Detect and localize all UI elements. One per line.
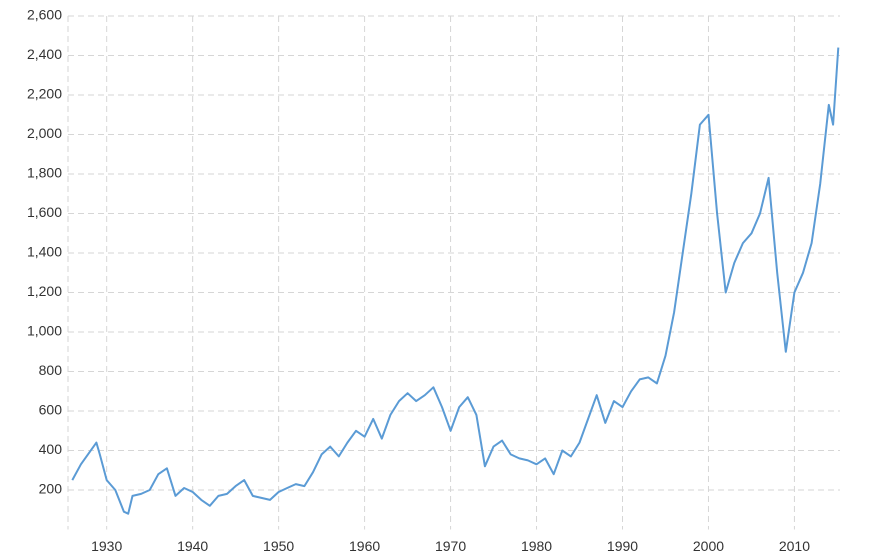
x-tick-label: 1950 xyxy=(263,538,294,554)
y-tick-label: 1,800 xyxy=(27,165,62,181)
x-tick-label: 1960 xyxy=(349,538,380,554)
y-tick-label: 2,400 xyxy=(27,46,62,62)
y-tick-label: 800 xyxy=(39,362,63,378)
y-tick-label: 2,000 xyxy=(27,125,62,141)
y-tick-label: 1,600 xyxy=(27,204,62,220)
y-tick-label: 2,600 xyxy=(27,7,62,23)
x-tick-label: 1990 xyxy=(607,538,638,554)
y-tick-label: 1,200 xyxy=(27,283,62,299)
series-line xyxy=(71,47,840,515)
y-tick-label: 600 xyxy=(39,402,63,418)
y-tick-label: 1,400 xyxy=(27,244,62,260)
x-tick-label: 1980 xyxy=(521,538,552,554)
y-tick-label: 1,000 xyxy=(27,323,62,339)
x-tick-label: 1940 xyxy=(177,538,208,554)
x-tick-label: 1930 xyxy=(91,538,122,554)
x-tick-label: 1970 xyxy=(435,538,466,554)
y-tick-label: 200 xyxy=(39,481,63,497)
x-tick-label: 2010 xyxy=(779,538,810,554)
x-tick-label: 2000 xyxy=(693,538,724,554)
y-tick-label: 400 xyxy=(39,441,63,457)
y-tick-label: 2,200 xyxy=(27,86,62,102)
